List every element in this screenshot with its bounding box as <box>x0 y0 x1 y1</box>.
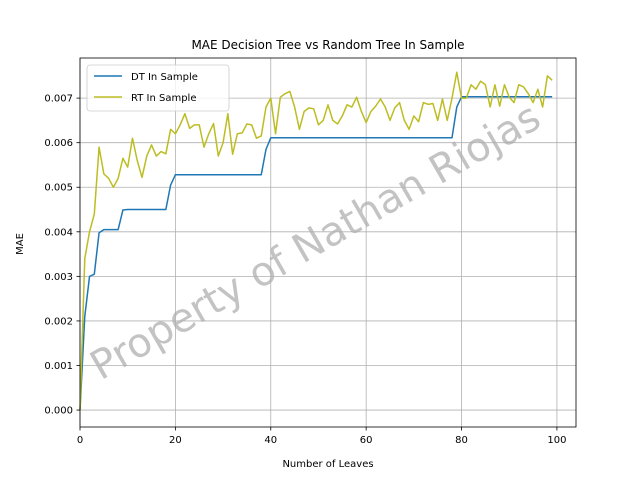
series-layer <box>79 71 553 411</box>
y-tick-label: 0.007 <box>44 94 73 105</box>
y-axis-label: MAE <box>15 233 26 255</box>
y-tick-label: 0.003 <box>44 272 73 283</box>
series-line-0 <box>79 96 553 411</box>
x-tick-label: 0 <box>77 435 83 446</box>
y-tick-label: 0.001 <box>44 361 73 372</box>
legend-box <box>86 64 230 112</box>
grid <box>79 58 576 427</box>
x-tick-label: 20 <box>169 435 182 446</box>
y-tick-label: 0.006 <box>44 138 73 149</box>
series-line-1 <box>79 71 553 411</box>
chart-title: MAE Decision Tree vs Random Tree In Samp… <box>191 38 464 52</box>
y-tick-label: 0.002 <box>44 316 73 327</box>
y-tick-label: 0.000 <box>44 406 73 417</box>
legend-label-0: DT In Sample <box>131 72 198 83</box>
y-tick-label: 0.004 <box>44 227 73 238</box>
x-axis: 0 20 40 60 80 100 <box>77 427 566 446</box>
x-tick-label: 100 <box>547 435 566 446</box>
x-tick-label: 40 <box>264 435 277 446</box>
plot-frame <box>79 57 577 428</box>
legend: DT In Sample RT In Sample <box>86 64 230 112</box>
x-tick-label: 60 <box>360 435 373 446</box>
x-axis-label: Number of Leaves <box>282 459 373 470</box>
y-axis: 0.000 0.001 0.002 0.003 0.004 0.005 0.006 0.007 <box>44 94 80 417</box>
y-tick-label: 0.005 <box>44 183 73 194</box>
x-tick-label: 80 <box>455 435 468 446</box>
legend-label-1: RT In Sample <box>131 93 196 104</box>
